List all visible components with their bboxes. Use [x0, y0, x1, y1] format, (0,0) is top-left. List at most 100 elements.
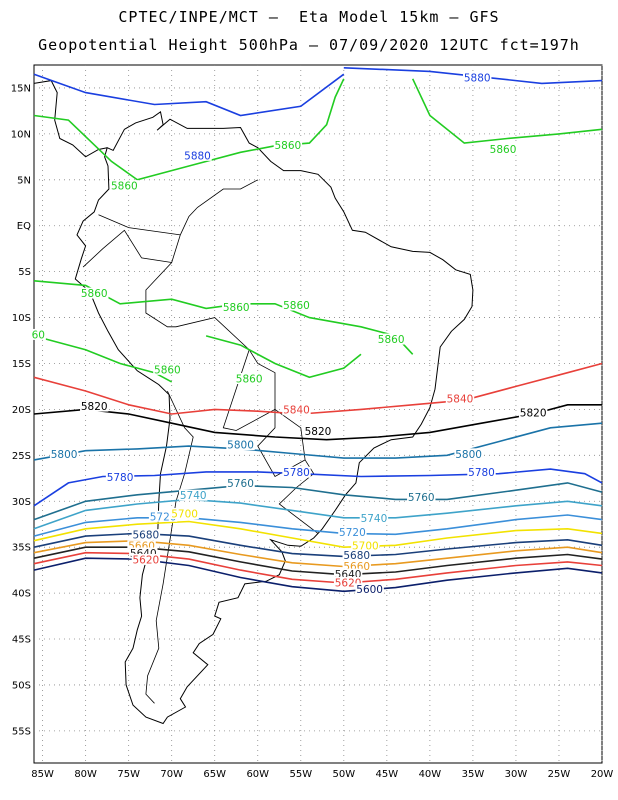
contour-label-bg: [226, 477, 255, 489]
lat-tick-label: 35S: [12, 543, 31, 554]
contour-label: 5860: [378, 334, 405, 346]
contour-label-bg: [338, 526, 367, 538]
lat-tick-label: 50S: [12, 680, 31, 691]
contour-label-bg: [49, 448, 79, 460]
contour-label: 5720: [150, 511, 177, 523]
contour-labels: 5880 5880 5860 5860 5860 5860 5860 5860 5860 60 58…: [30, 71, 548, 596]
lon-tick-label: 25W: [548, 769, 571, 780]
contour-label-bg: [518, 407, 548, 418]
contour-label: 5800: [227, 440, 254, 452]
country-border: [82, 229, 172, 268]
lat-tick-label: 45S: [12, 635, 31, 646]
contour-label-bg: [127, 540, 156, 552]
height-contour-line: [33, 557, 603, 593]
height-contours: [33, 67, 603, 593]
contour-label-bg: [80, 287, 109, 299]
contour-label-bg: [333, 568, 363, 580]
contour-label-bg: [376, 333, 406, 345]
map-frame: [33, 64, 603, 764]
contour-label: 5740: [180, 490, 207, 502]
height-contour-line: [33, 482, 603, 521]
contour-label-bg: [226, 439, 255, 451]
contour-label: 5600: [356, 584, 383, 596]
contour-label: 5780: [468, 467, 495, 479]
contour-label-bg: [234, 373, 264, 385]
contour-label-bg: [355, 583, 384, 595]
contour-label: 5700: [171, 509, 198, 521]
contour-label: 5820: [305, 426, 332, 438]
height-contour-line: [33, 514, 603, 537]
chart-subtitle: Geopotential Height 500hPa – 07/09/2020 …: [38, 36, 580, 54]
contour-label: 5680: [343, 550, 370, 562]
country-border: [98, 214, 181, 236]
contour-label: 5740: [361, 513, 388, 525]
lon-tick-label: 20W: [591, 769, 614, 780]
contour-label: 5880: [184, 150, 211, 162]
contour-label: 5860: [236, 374, 263, 386]
contour-label-bg: [282, 466, 311, 478]
contour-label: 5820: [81, 401, 108, 413]
height-contour-line: [205, 335, 362, 379]
contour-label-bg: [153, 363, 182, 375]
contour-label: 5620: [133, 554, 160, 566]
contour-label-bg: [463, 71, 492, 83]
lat-tick-label: 10N: [11, 129, 31, 140]
height-contour-line: [33, 335, 173, 383]
lat-tick-label: 15N: [11, 83, 31, 94]
lon-tick-label: 35W: [462, 769, 485, 780]
lon-tick-label: 45W: [376, 769, 399, 780]
contour-label-bg: [170, 508, 199, 520]
contour-label: 5860: [490, 144, 517, 156]
lat-tick-label: 5S: [18, 267, 31, 278]
contour-label-bg: [351, 540, 380, 552]
contour-label: 5800: [455, 449, 482, 461]
contour-label: 5800: [51, 449, 78, 461]
lon-tick-label: 65W: [203, 769, 226, 780]
contour-label-bg: [183, 149, 212, 161]
contour-label-bg: [110, 180, 139, 192]
height-contour-line: [33, 73, 345, 117]
contour-label-bg: [129, 547, 158, 559]
contour-label-bg: [488, 143, 518, 155]
contour-label-bg: [467, 466, 496, 478]
height-contour-line: [33, 520, 603, 549]
contour-label-bg: [282, 299, 311, 311]
chart-title: CPTEC/INPE/MCT – Eta Model 15km – GFS: [118, 8, 500, 26]
lat-tick-label: 25S: [12, 451, 31, 462]
contour-label-bg: [105, 471, 135, 483]
lat-tick-label: EQ: [17, 221, 31, 232]
height-contour-line: [33, 498, 603, 530]
lon-tick-label: 40W: [419, 769, 442, 780]
axes-labels: 15N 10N 5N EQ 5S 10S 15S 20S 25S 30S 35S 40S 45S 50S 5…: [11, 83, 614, 780]
contour-label-bg: [282, 404, 311, 416]
contour-label-bg: [342, 560, 371, 572]
contour-label-bg: [303, 425, 333, 437]
contour-label: 5860: [81, 288, 108, 300]
height-contour-line: [33, 422, 603, 461]
height-contour-line: [33, 532, 603, 558]
contour-label-bg: [179, 489, 208, 501]
contour-label: 5780: [107, 472, 134, 484]
contour-label: 5860: [283, 300, 310, 312]
contour-label: 5860: [275, 140, 302, 152]
contour-label-bg: [342, 549, 371, 561]
contour-label-bg: [454, 448, 483, 460]
contour-label: 5840: [447, 394, 474, 406]
contour-label: 5860: [111, 181, 138, 193]
lat-tick-label: 30S: [12, 497, 31, 508]
lat-tick-label: 5N: [17, 175, 31, 186]
height-contour-line: [411, 78, 603, 144]
contour-label-bg: [131, 529, 161, 541]
lon-tick-label: 30W: [505, 769, 528, 780]
lat-tick-label: 10S: [12, 313, 31, 324]
lat-tick-label: 20S: [12, 405, 31, 416]
contour-label: 5760: [227, 478, 254, 490]
contour-label-bg: [80, 400, 109, 412]
contour-label: 5840: [283, 405, 310, 417]
country-border: [222, 349, 306, 478]
height-contour-line: [33, 78, 345, 181]
contour-label-bg: [131, 553, 161, 565]
contour-label-bg: [445, 393, 475, 405]
lon-tick-label: 60W: [246, 769, 269, 780]
